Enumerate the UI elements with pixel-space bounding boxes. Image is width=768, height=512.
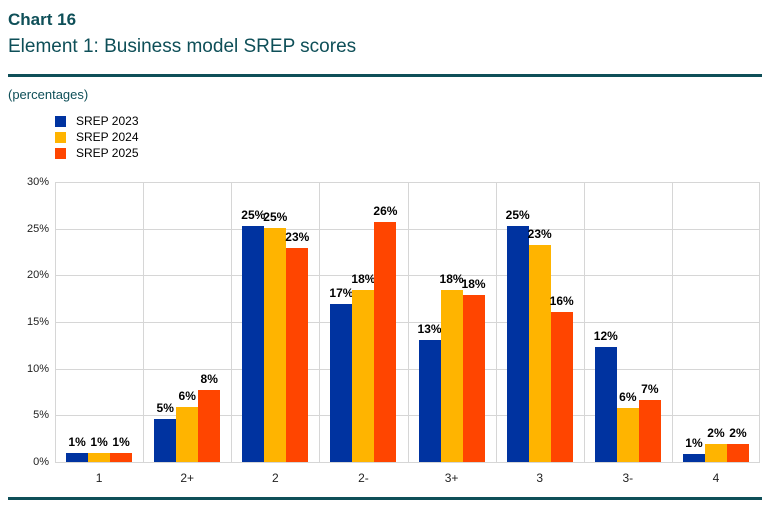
bar-value-label: 18%: [351, 272, 376, 287]
chart-number: Chart 16: [8, 10, 77, 29]
bar-value-label: 6%: [619, 389, 637, 404]
legend-label-srep-2023: SREP 2023: [76, 114, 139, 128]
bar-srep-2025: [726, 444, 749, 462]
bar-value-label: 25%: [263, 209, 288, 224]
legend-swatch-srep-2023-icon: [55, 115, 66, 127]
x-axis-category-label: 3+: [444, 471, 459, 485]
gridline-vertical: [143, 182, 145, 462]
bar-srep-2024: [88, 452, 111, 462]
x-axis-category-label: 2-: [358, 471, 369, 485]
legend: SREP 2023 SREP 2024 SREP 2025: [55, 113, 139, 161]
gridline-vertical: [671, 182, 673, 462]
plot-area: 0% 5% 10% 15% 20% 25% 30% 1% 1% 1% 1 5% 6% 8% 2+ 25% 25%…: [27, 176, 760, 485]
bar-srep-2024: [440, 290, 463, 462]
bar-value-label: 23%: [285, 230, 310, 245]
top-divider: [8, 74, 762, 77]
bar-value-label: 8%: [200, 372, 218, 387]
bar-value-label: 13%: [417, 321, 442, 336]
x-axis-category-label: 1: [95, 471, 103, 485]
bar-value-label: 25%: [241, 207, 266, 222]
gridline-vertical: [55, 182, 56, 462]
bar-srep-2023: [682, 453, 705, 462]
bar-srep-2023: [594, 347, 617, 462]
bar-value-label: 26%: [373, 204, 398, 219]
legend-item-srep-2025: SREP 2025: [55, 145, 139, 161]
bar-value-label: 2%: [707, 426, 725, 441]
bar-value-label: 18%: [461, 276, 486, 291]
gridline-vertical: [759, 182, 760, 462]
bar-srep-2025: [110, 452, 133, 462]
x-axis-category-label: 3-: [622, 471, 634, 485]
bar-value-label: 1%: [685, 435, 703, 450]
legend-label-srep-2025: SREP 2025: [76, 146, 139, 160]
bar-srep-2024: [264, 227, 287, 462]
gridline-vertical: [407, 182, 409, 462]
y-axis-tick-label: 10%: [26, 362, 49, 375]
y-axis-tick-label: 30%: [26, 176, 49, 188]
bar-srep-2024: [616, 407, 639, 462]
bar-value-label: 1%: [90, 434, 108, 449]
gridline-vertical: [495, 182, 497, 462]
y-axis-tick-label: 20%: [26, 269, 49, 282]
bar-value-label: 16%: [549, 293, 574, 308]
x-axis-category-label: 2: [271, 471, 279, 485]
bar-srep-2025: [550, 311, 573, 462]
bar-srep-2023: [242, 225, 265, 462]
y-axis-tick-label: 0%: [33, 456, 49, 468]
bar-srep-2025: [374, 222, 397, 462]
gridline-vertical: [231, 182, 233, 462]
x-axis-category-label: 2+: [180, 471, 195, 485]
bar-srep-2025: [286, 248, 309, 462]
bar-value-label: 7%: [641, 382, 659, 397]
y-axis-tick-label: 15%: [26, 316, 49, 328]
bar-value-label: 25%: [505, 207, 530, 222]
bar-value-label: 12%: [593, 329, 618, 344]
bar-srep-2024: [704, 444, 727, 462]
bar-value-label: 1%: [68, 434, 86, 449]
bar-value-label: 5%: [156, 401, 174, 416]
units-note: (percentages): [8, 87, 89, 102]
bar-value-label: 2%: [729, 426, 747, 441]
y-axis-tick-label: 5%: [33, 409, 49, 422]
gridline-horizontal: [55, 461, 760, 463]
gridline-vertical: [583, 182, 585, 462]
y-axis-tick-label: 25%: [26, 222, 49, 235]
bar-value-label: 18%: [439, 272, 464, 287]
legend-swatch-srep-2024-icon: [55, 131, 66, 143]
x-axis-category-label: 3: [536, 471, 544, 485]
legend-label-srep-2024: SREP 2024: [76, 130, 139, 144]
bar-value-label: 23%: [527, 227, 552, 242]
bar-srep-2025: [198, 390, 221, 462]
bar-srep-2024: [176, 406, 199, 462]
chart-title: Element 1: Business model SREP scores: [8, 36, 357, 57]
bar-srep-2024: [528, 245, 551, 462]
bar-value-label: 6%: [178, 388, 196, 403]
bar-srep-2025: [638, 400, 661, 462]
bar-srep-2025: [462, 294, 485, 462]
bar-srep-2023: [330, 304, 353, 462]
bar-srep-2023: [66, 452, 89, 462]
bar-srep-2023: [506, 225, 529, 462]
legend-item-srep-2023: SREP 2023: [55, 113, 139, 129]
bar-srep-2024: [352, 290, 375, 462]
bar-srep-2023: [418, 339, 441, 462]
bottom-divider: [8, 497, 762, 500]
x-axis-category-label: 4: [712, 471, 720, 485]
legend-swatch-srep-2025-icon: [55, 147, 66, 159]
legend-item-srep-2024: SREP 2024: [55, 129, 139, 145]
gridline-vertical: [319, 182, 321, 462]
bar-value-label: 1%: [112, 434, 130, 449]
bar-value-label: 17%: [329, 286, 354, 301]
bar-srep-2023: [154, 419, 177, 462]
